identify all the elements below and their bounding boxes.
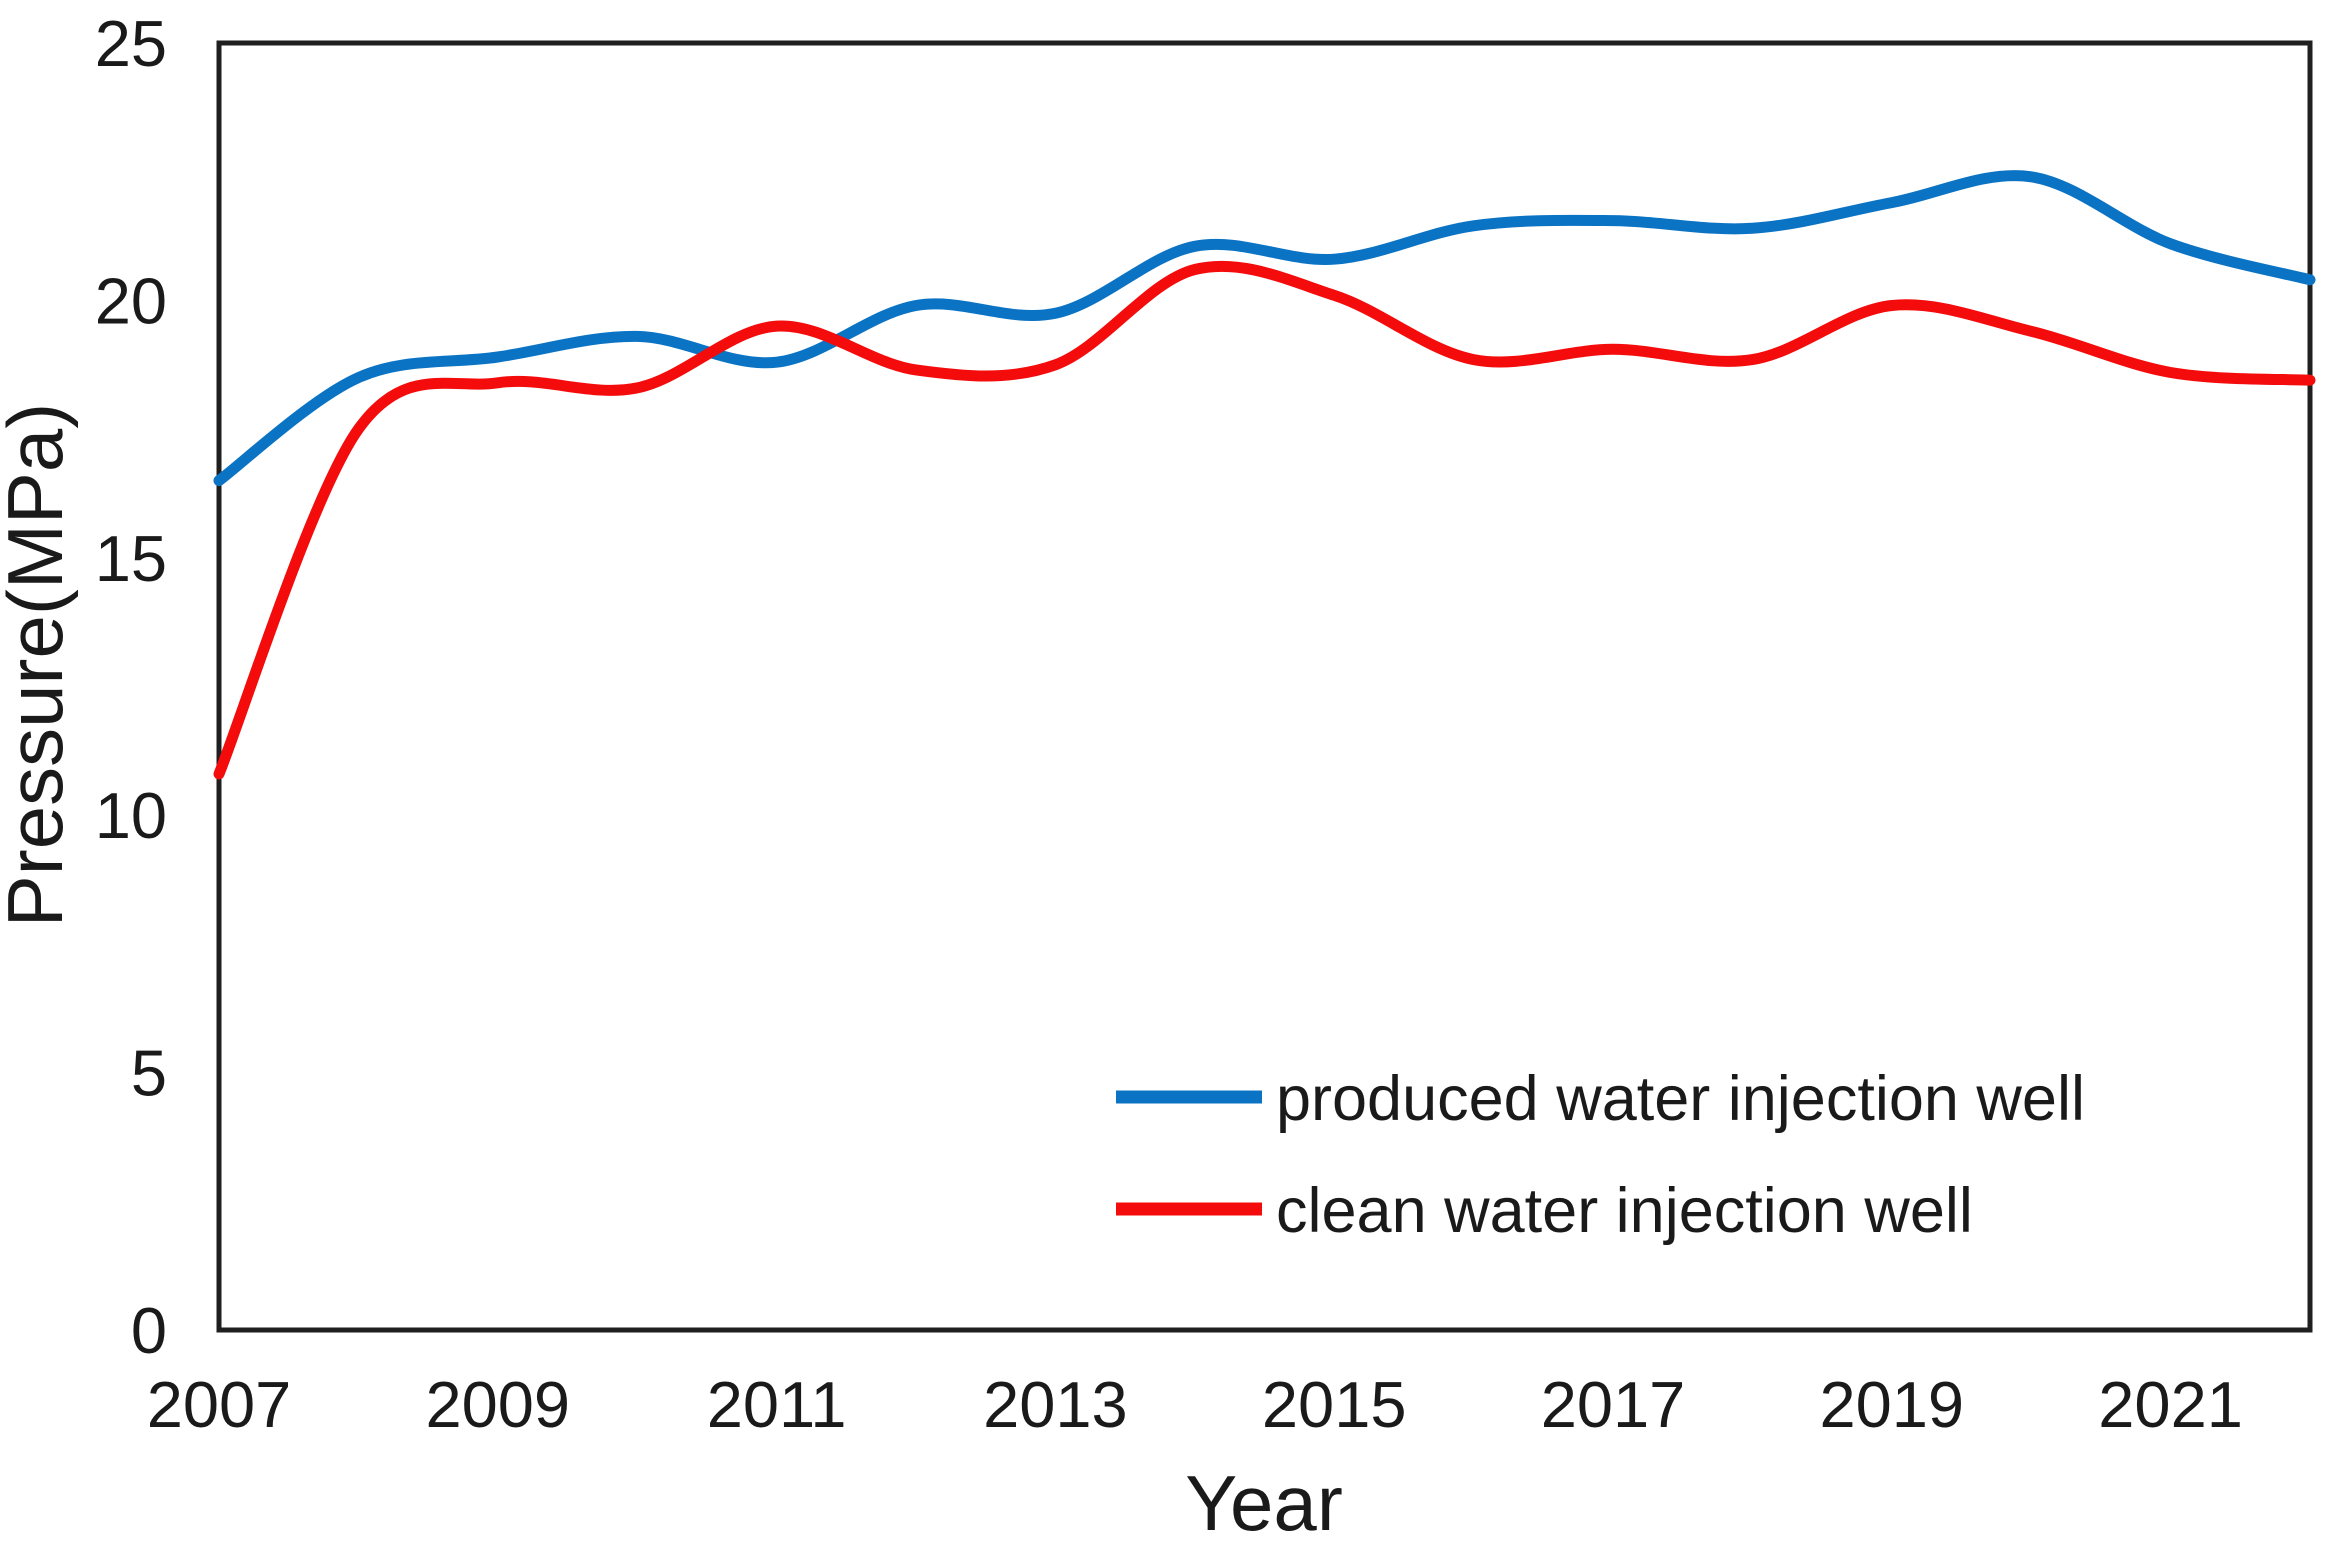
x-tick-label: 2021 [2098, 1368, 2243, 1441]
x-tick-label: 2011 [707, 1368, 847, 1441]
series-line-produced-water [213, 170, 2316, 487]
legend-label-produced-water: produced water injection well [1276, 1064, 2085, 1134]
y-axis-tick-labels: 0 5 10 15 20 25 [95, 7, 167, 1367]
series-line-clean-water [213, 260, 2316, 780]
y-tick-label: 20 [95, 264, 167, 337]
x-tick-label: 2017 [1541, 1368, 1686, 1441]
y-tick-label: 15 [95, 522, 167, 595]
legend-label-clean-water: clean water injection well [1276, 1176, 1973, 1246]
y-tick-label: 10 [95, 779, 167, 852]
x-axis-title: Year [1185, 1459, 1343, 1547]
x-tick-label: 2015 [1262, 1368, 1407, 1441]
x-tick-label: 2009 [425, 1368, 570, 1441]
plot-area-border [216, 40, 2313, 1333]
y-tick-label: 5 [131, 1037, 167, 1110]
x-axis-tick-labels: 2007 2009 2011 2013 2015 2017 2019 2021 [147, 1368, 2243, 1441]
y-tick-label: 0 [131, 1294, 167, 1367]
x-tick-label: 2007 [147, 1368, 292, 1441]
legend: produced water injection well clean wate… [1116, 1064, 2085, 1246]
y-tick-label: 25 [95, 7, 167, 80]
x-tick-label: 2019 [1819, 1368, 1964, 1441]
x-tick-label: 2013 [983, 1368, 1128, 1441]
y-axis-title: Pressure(MPa) [0, 403, 79, 927]
